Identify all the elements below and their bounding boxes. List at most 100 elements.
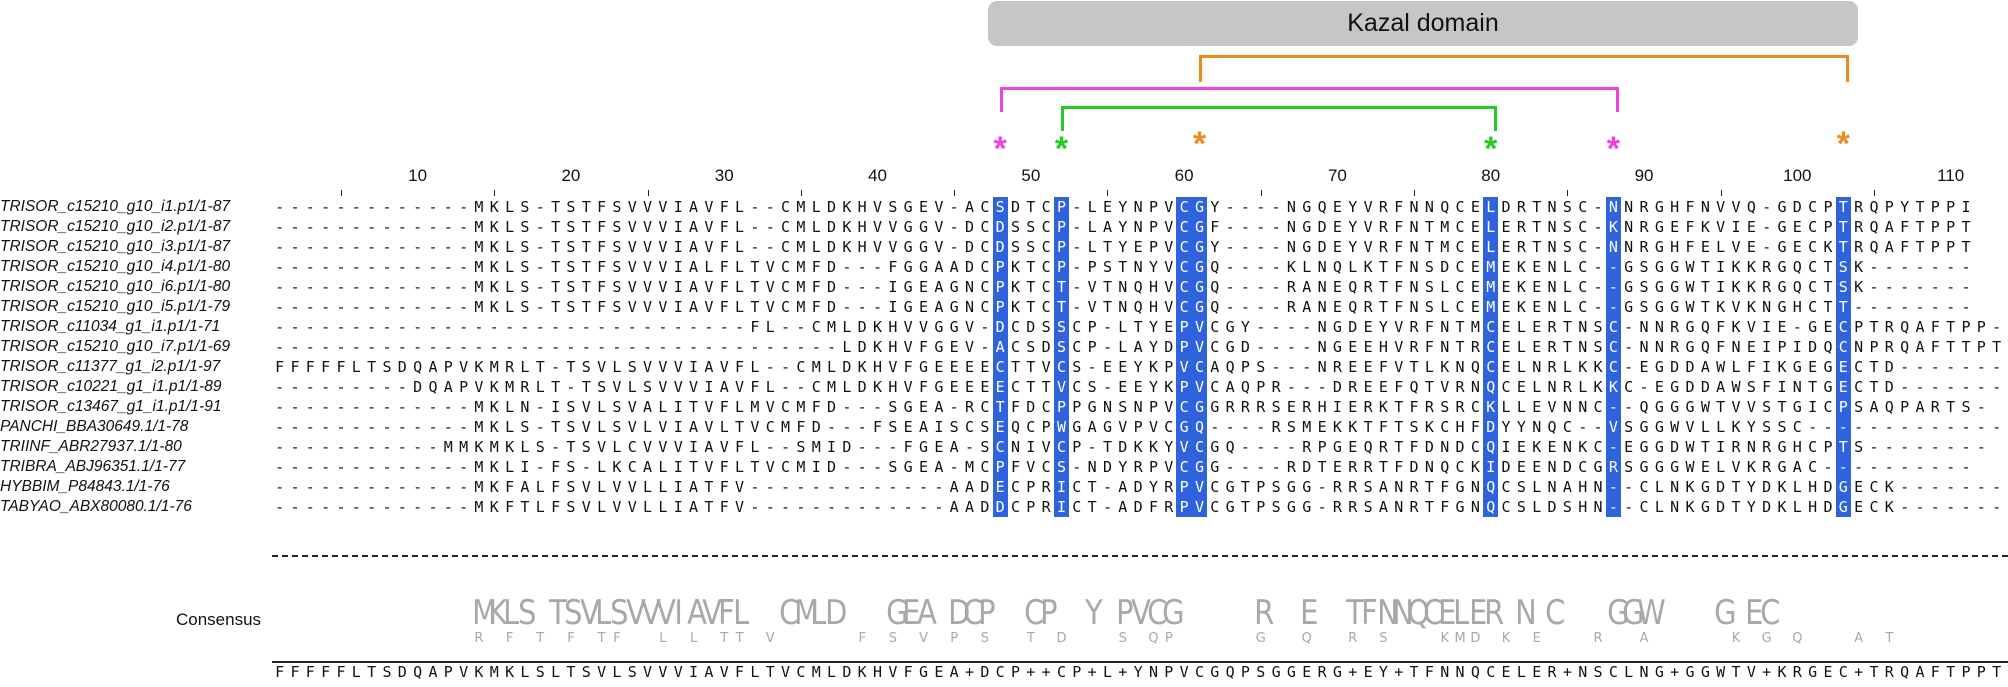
residue: S bbox=[597, 378, 607, 396]
residue: E bbox=[903, 418, 913, 436]
residue: N bbox=[1424, 458, 1434, 476]
logo-letter-minor: P bbox=[1164, 631, 1173, 646]
residue: E bbox=[1348, 438, 1358, 456]
residue: A bbox=[643, 458, 653, 476]
residue: F bbox=[1685, 198, 1695, 216]
residue: T bbox=[551, 278, 561, 296]
ruler-tick bbox=[1414, 190, 1416, 196]
residue: - bbox=[765, 358, 775, 376]
residue: S bbox=[1026, 218, 1036, 236]
residue: - bbox=[2004, 477, 2008, 497]
residue: C bbox=[781, 398, 791, 416]
residue: K bbox=[1884, 478, 1894, 496]
residue: S bbox=[1762, 398, 1772, 416]
residue: S bbox=[995, 198, 1005, 216]
logo-letter: R bbox=[1484, 593, 1505, 633]
residue: G bbox=[1777, 258, 1787, 276]
consensus-residue: P bbox=[443, 663, 453, 681]
consensus-residue: T bbox=[1992, 663, 2002, 681]
residue: - bbox=[397, 438, 407, 456]
residue: G bbox=[1087, 398, 1097, 416]
residue: W bbox=[1685, 258, 1695, 276]
residue: Q bbox=[1332, 258, 1342, 276]
residue: R bbox=[1516, 218, 1526, 236]
consensus-residue: G bbox=[1685, 663, 1695, 681]
residue: S bbox=[535, 438, 545, 456]
residue: - bbox=[1072, 238, 1082, 256]
residue: C bbox=[1486, 338, 1496, 356]
residue: F bbox=[1762, 378, 1772, 396]
residue: R bbox=[1455, 378, 1465, 396]
residue: G bbox=[1654, 198, 1664, 216]
residue: - bbox=[336, 258, 346, 276]
residue: V bbox=[1164, 298, 1174, 316]
residue: - bbox=[827, 418, 837, 436]
residue: M bbox=[443, 438, 453, 456]
residue: - bbox=[321, 318, 331, 336]
residue: - bbox=[1240, 198, 1250, 216]
residue: E bbox=[949, 338, 959, 356]
residue: V bbox=[643, 218, 653, 236]
residue: V bbox=[627, 418, 637, 436]
logo-letter: V bbox=[1131, 593, 1152, 633]
residue: - bbox=[367, 258, 377, 276]
residue: Y bbox=[1148, 338, 1158, 356]
residue: L bbox=[658, 478, 668, 496]
residue: L bbox=[505, 298, 515, 316]
residue: - bbox=[1608, 278, 1618, 296]
residue: - bbox=[413, 318, 423, 336]
residue: T bbox=[689, 458, 699, 476]
residue: - bbox=[428, 438, 438, 456]
column-highlight bbox=[1176, 197, 1192, 517]
residue: C bbox=[1179, 218, 1189, 236]
consensus-residue: V bbox=[597, 663, 607, 681]
residue: C bbox=[1455, 218, 1465, 236]
residue: Q bbox=[1409, 378, 1419, 396]
residue: - bbox=[367, 298, 377, 316]
residue: V bbox=[1716, 198, 1726, 216]
residue: S bbox=[1286, 418, 1296, 436]
residue: G bbox=[1670, 298, 1680, 316]
residue: V bbox=[1608, 418, 1618, 436]
residue: Q bbox=[1486, 378, 1496, 396]
residue: - bbox=[873, 478, 883, 496]
ruler-label: 70 bbox=[1327, 166, 1347, 185]
residue: F bbox=[275, 358, 285, 376]
residue: K bbox=[873, 318, 883, 336]
residue: K bbox=[857, 358, 867, 376]
residue: V bbox=[704, 278, 714, 296]
residue: - bbox=[428, 318, 438, 336]
residue: K bbox=[1516, 258, 1526, 276]
residue: V bbox=[1394, 318, 1404, 336]
residue: T bbox=[566, 358, 576, 376]
residue: C bbox=[1624, 378, 1634, 396]
residue: D bbox=[827, 238, 837, 256]
residue: R bbox=[1639, 238, 1649, 256]
residue: G bbox=[1654, 278, 1664, 296]
residue: D bbox=[1348, 318, 1358, 336]
residue: S bbox=[1041, 318, 1051, 336]
residue: V bbox=[673, 378, 683, 396]
residue: A bbox=[934, 298, 944, 316]
residue: - bbox=[367, 218, 377, 236]
residue: G bbox=[1792, 358, 1802, 376]
consensus-residue: R bbox=[1792, 663, 1802, 681]
consensus-residue: G bbox=[1332, 663, 1342, 681]
residue: - bbox=[781, 438, 791, 456]
residue: M bbox=[489, 358, 499, 376]
residue: - bbox=[305, 298, 315, 316]
residue: - bbox=[796, 478, 806, 496]
residue: A bbox=[1915, 338, 1925, 356]
residue: - bbox=[1271, 198, 1281, 216]
residue: Y bbox=[1240, 318, 1250, 336]
residue: E bbox=[995, 378, 1005, 396]
residue: - bbox=[903, 498, 913, 516]
residue: C bbox=[1578, 238, 1588, 256]
residue: M bbox=[1486, 298, 1496, 316]
residue: D bbox=[827, 278, 837, 296]
residue: - bbox=[443, 458, 453, 476]
residue: E bbox=[1501, 298, 1511, 316]
residue: - bbox=[612, 338, 622, 356]
residue: - bbox=[1900, 498, 1910, 516]
residue: - bbox=[551, 438, 561, 456]
